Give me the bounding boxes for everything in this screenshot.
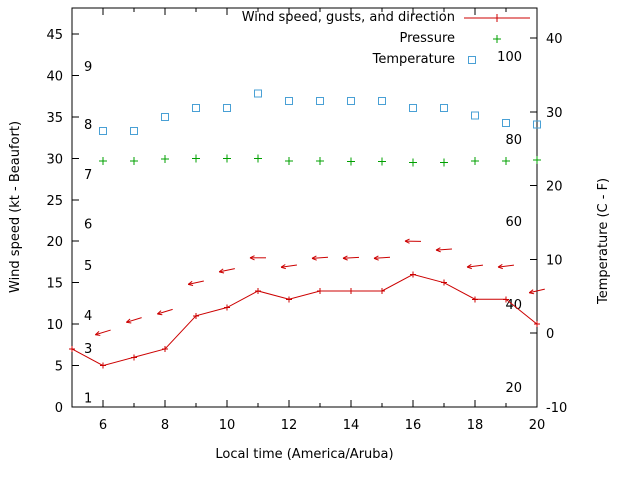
legend-item-pressure: Pressure — [0, 28, 530, 49]
svg-text:6: 6 — [99, 418, 107, 433]
x-axis-label: Local time (America/Aruba) — [215, 447, 394, 462]
svg-text:60: 60 — [505, 215, 522, 230]
svg-text:20: 20 — [46, 235, 63, 250]
svg-text:30: 30 — [546, 106, 563, 121]
svg-text:8: 8 — [84, 118, 92, 133]
svg-text:4: 4 — [84, 309, 92, 324]
svg-text:16: 16 — [405, 418, 422, 433]
svg-text:10: 10 — [46, 318, 63, 333]
svg-text:12: 12 — [281, 418, 298, 433]
wind-speed-series — [69, 271, 540, 369]
svg-text:20: 20 — [505, 381, 522, 396]
svg-text:20: 20 — [529, 418, 546, 433]
svg-text:45: 45 — [46, 28, 63, 43]
y-axis-ticks: 0 5 10 15 20 25 30 35 40 45 — [46, 28, 79, 416]
wind-line-plus-icon — [464, 11, 530, 25]
legend-label-temperature: Temperature — [372, 52, 455, 67]
svg-text:18: 18 — [467, 418, 484, 433]
legend-label-pressure: Pressure — [399, 31, 455, 46]
plot-border — [71, 7, 538, 408]
pressure-plus-icon — [464, 32, 530, 46]
beaufort-scale-labels: 1 3 4 5 6 7 8 9 — [84, 60, 92, 407]
y-axis-label: Wind speed (kt - Beaufort) — [8, 120, 23, 293]
svg-text:8: 8 — [161, 418, 169, 433]
svg-text:80: 80 — [505, 133, 522, 148]
svg-text:-10: -10 — [546, 401, 567, 416]
pressure-series — [99, 154, 541, 167]
y2-axis-label: Temperature (C - F) — [596, 177, 611, 304]
svg-text:100: 100 — [497, 50, 522, 65]
svg-text:0: 0 — [546, 327, 554, 342]
svg-text:5: 5 — [55, 360, 63, 375]
svg-text:35: 35 — [46, 111, 63, 126]
svg-text:3: 3 — [84, 342, 92, 357]
svg-text:10: 10 — [546, 253, 563, 268]
wind-gust-arrows — [95, 238, 545, 336]
svg-text:5: 5 — [84, 259, 92, 274]
svg-text:25: 25 — [46, 194, 63, 209]
svg-text:30: 30 — [46, 152, 63, 167]
svg-text:6: 6 — [84, 218, 92, 233]
chart-legend: Wind speed, gusts, and direction Pressur… — [0, 7, 530, 70]
x-axis-ticks: 6 8 10 12 14 16 18 20 — [99, 8, 545, 433]
svg-text:1: 1 — [84, 392, 92, 407]
svg-text:15: 15 — [46, 277, 63, 292]
svg-text:7: 7 — [84, 168, 92, 183]
svg-text:40: 40 — [46, 69, 63, 84]
svg-text:40: 40 — [546, 32, 563, 47]
temperature-square-icon — [464, 53, 530, 67]
svg-text:9: 9 — [84, 60, 92, 75]
svg-text:10: 10 — [219, 418, 236, 433]
svg-text:14: 14 — [343, 418, 360, 433]
y2-axis-ticks: -10 0 10 20 30 40 — [530, 32, 567, 416]
svg-text:20: 20 — [546, 180, 563, 195]
legend-item-temperature: Temperature — [0, 49, 530, 70]
temperature-series — [99, 89, 541, 136]
legend-item-wind: Wind speed, gusts, and direction — [0, 7, 530, 28]
svg-text:0: 0 — [55, 401, 63, 416]
legend-label-wind: Wind speed, gusts, and direction — [241, 10, 455, 25]
